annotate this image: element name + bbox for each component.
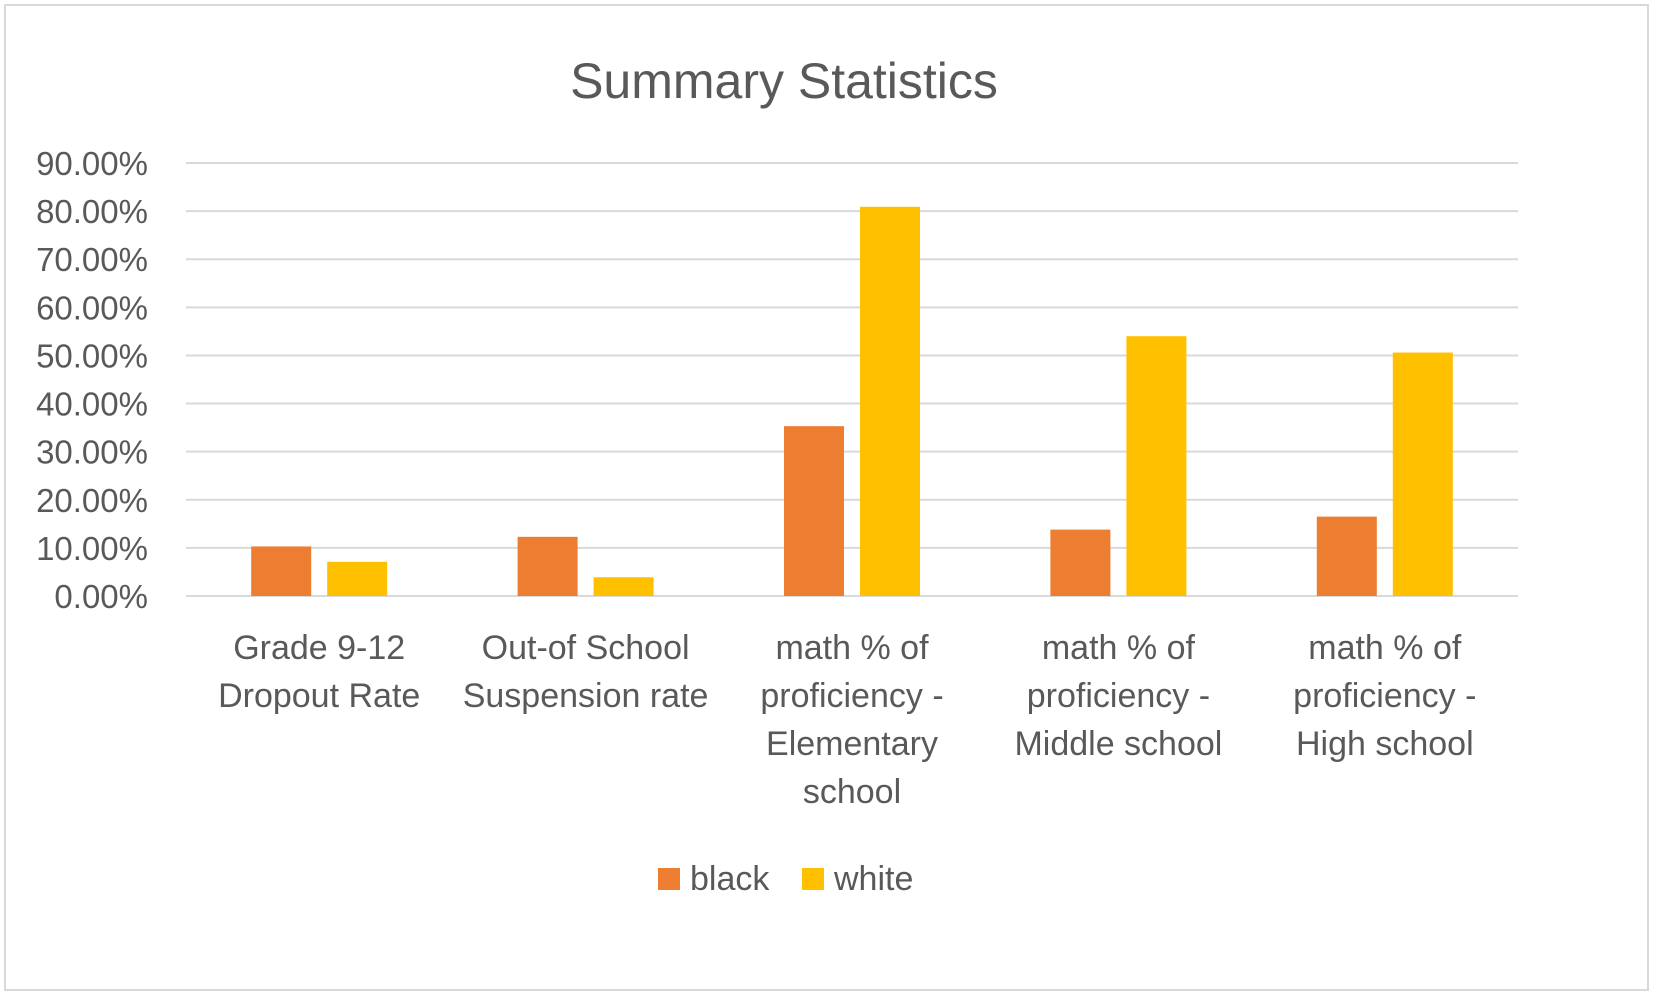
legend-label-black: black xyxy=(690,860,770,898)
legend-swatch-black xyxy=(658,868,680,890)
bar-white xyxy=(1126,336,1187,596)
y-tick-label: 30.00% xyxy=(36,434,148,471)
bar-black xyxy=(1316,516,1377,596)
bar-white xyxy=(1392,352,1453,596)
y-tick-label: 20.00% xyxy=(36,482,148,519)
legend-label-white: white xyxy=(833,860,913,898)
y-tick-label: 50.00% xyxy=(36,337,148,374)
y-axis-ticks: 0.00% 10.00% 20.00% 30.00% 40.00% 50.00% 60.00… xyxy=(36,145,148,615)
x-category-label: Out-of School Suspension rate xyxy=(463,629,709,715)
bar-black xyxy=(784,426,844,596)
y-tick-label: 90.00% xyxy=(36,145,148,182)
legend-swatch-white xyxy=(802,868,824,890)
chart-svg: Summary Statistics 0.00% 10.00% 20.00% 30.0… xyxy=(36,53,1518,898)
y-tick-label: 60.00% xyxy=(36,289,148,326)
gridlines xyxy=(186,162,1518,597)
legend: black white xyxy=(658,860,913,898)
x-category-label: math % of proficiency -Middle school xyxy=(1014,629,1222,763)
x-category-label: math % of proficiency -Elementary school xyxy=(760,629,943,811)
y-tick-label: 0.00% xyxy=(54,578,148,615)
y-tick-label: 70.00% xyxy=(36,241,148,278)
y-tick-label: 10.00% xyxy=(36,530,148,567)
chart-title: Summary Statistics xyxy=(570,53,998,109)
bar-black xyxy=(251,546,312,596)
bars xyxy=(251,206,1453,596)
bar-white xyxy=(327,561,388,596)
x-category-label: Grade 9-12 Dropout Rate xyxy=(218,629,420,715)
y-tick-label: 80.00% xyxy=(36,193,148,230)
y-tick-label: 40.00% xyxy=(36,386,148,423)
bar-black xyxy=(517,536,578,596)
bar-white xyxy=(593,577,654,596)
bar-black xyxy=(1050,529,1111,596)
x-axis-categories: Grade 9-12 Dropout Rate Out-of School Suspe… xyxy=(218,629,1476,811)
bar-white xyxy=(860,206,920,596)
chart-frame: Summary Statistics 0.00% 10.00% 20.00% 30.0… xyxy=(4,4,1649,991)
x-category-label: math % of proficiency -High school xyxy=(1293,629,1476,763)
